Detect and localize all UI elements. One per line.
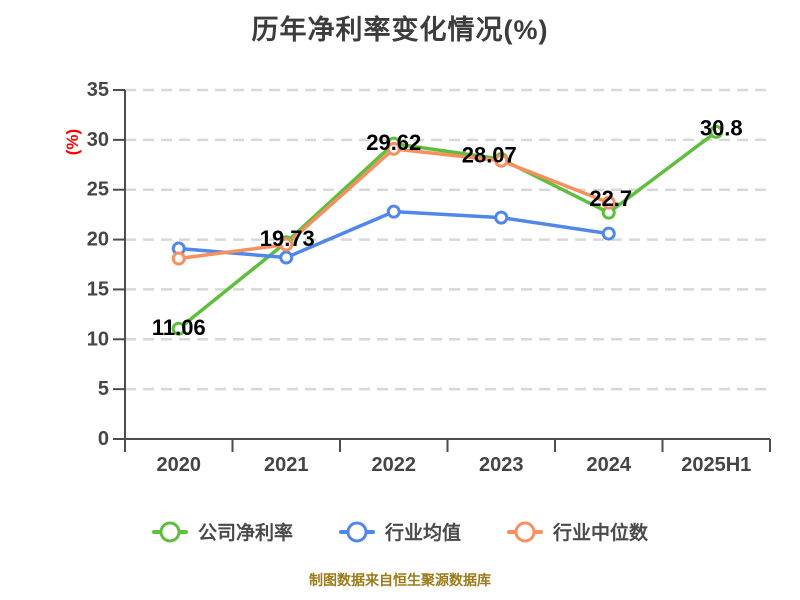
x-tick-label: 2023 (479, 454, 524, 476)
data-point-label: 11.06 (152, 315, 206, 340)
y-tick-label: 35 (87, 79, 109, 101)
x-tick-label: 2020 (157, 454, 202, 476)
x-tick-label: 2025H1 (681, 454, 751, 476)
series-line-行业中位数 (177, 147, 611, 261)
chart-title: 历年净利率变化情况(%) (251, 15, 549, 45)
legend-line-circle-icon (338, 521, 375, 542)
data-point-marker (709, 124, 724, 139)
data-point-label: 28.07 (462, 143, 517, 168)
data-point-marker (171, 251, 186, 266)
data-source-note: 制图数据来自恒生聚源数据库 (309, 572, 491, 588)
legend-item-industry-average[interactable]: 行业均值 (338, 518, 461, 545)
x-tick-label: 2022 (372, 454, 417, 476)
x-tick-label: 2024 (587, 454, 632, 476)
y-tick-label: 0 (98, 428, 109, 450)
data-point-marker (494, 210, 509, 225)
y-tick-label: 25 (87, 179, 109, 201)
data-point-marker (386, 141, 401, 156)
legend-label: 公司净利率 (197, 523, 293, 544)
data-point-marker (601, 226, 616, 241)
legend: 公司净利率 行业均值 行业中位数 (0, 518, 800, 545)
data-point-label: 19.73 (260, 226, 315, 251)
data-point-marker (171, 321, 186, 336)
data-point-marker (386, 204, 401, 219)
legend-line-circle-icon (507, 521, 543, 542)
data-point-label: 22.7 (589, 186, 632, 211)
legend-item-industry-median[interactable]: 行业中位数 (507, 518, 648, 545)
data-point-marker (494, 153, 509, 168)
legend-item-company-net-margin[interactable]: 公司净利率 (151, 518, 293, 545)
y-tick-label: 20 (87, 229, 109, 251)
legend-line-circle-icon (151, 521, 188, 542)
data-point-marker (601, 195, 616, 210)
y-tick-label: 15 (87, 278, 109, 300)
data-point-marker (279, 237, 294, 252)
data-point-label: 29.62 (366, 130, 421, 155)
y-tick-label: 10 (87, 328, 109, 350)
y-tick-label: 30 (87, 129, 109, 151)
legend-label: 行业均值 (384, 523, 461, 544)
data-point-label: 30.8 (700, 115, 743, 140)
data-point-marker (279, 250, 294, 265)
x-tick-label: 2021 (264, 454, 309, 476)
legend-label: 行业中位数 (553, 523, 649, 544)
y-tick-label: 5 (98, 378, 109, 400)
